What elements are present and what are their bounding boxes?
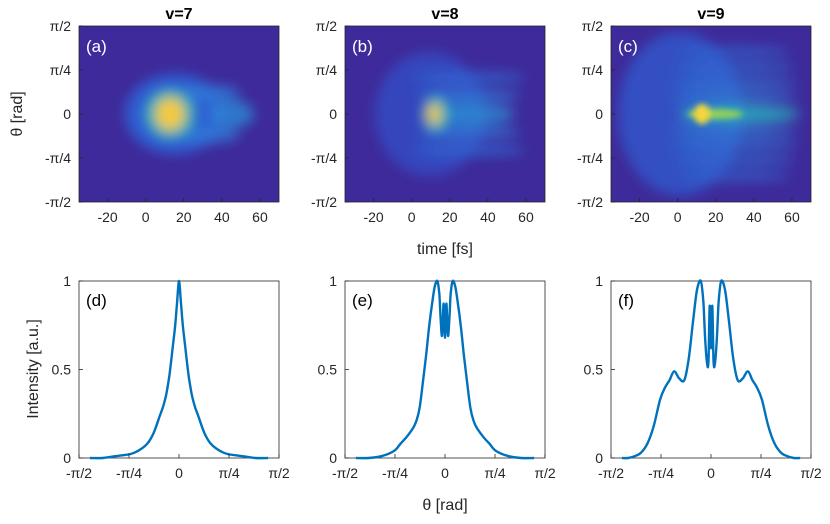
title-v9: v=9 [697, 6, 724, 23]
ytick-label: -π/4 [577, 150, 603, 166]
ytick-label: π/2 [50, 18, 72, 34]
ytick-label: π/2 [316, 18, 338, 34]
xtick-label: -20 [363, 209, 383, 225]
ytick-label: π/4 [582, 62, 604, 78]
xtick-label: -π/4 [116, 465, 142, 481]
ytick-label: π/4 [50, 62, 72, 78]
ytick-label: 0 [595, 450, 603, 466]
panel-label-e: (e) [352, 291, 373, 310]
ytick-label: 0 [329, 450, 337, 466]
ytick-label: 0.5 [52, 362, 72, 378]
ytick-label: 0 [63, 106, 71, 122]
line-e-series [355, 279, 535, 460]
xtick-label: 20 [176, 209, 192, 225]
ytick-label: -π/2 [45, 194, 71, 210]
xtick-label: 0 [707, 465, 715, 481]
xtick-label: 0 [674, 209, 682, 225]
ytick-label: -π/4 [311, 150, 337, 166]
xtick-label: -20 [97, 209, 117, 225]
xtick-label: 40 [746, 209, 762, 225]
line-d-frame [78, 280, 280, 459]
ytick-label: -π/4 [45, 150, 71, 166]
xtick-label: 40 [214, 209, 230, 225]
heatmap-a-image [79, 26, 279, 202]
xtick-label: 60 [518, 209, 534, 225]
xtick-label: π/4 [750, 465, 772, 481]
ytick-label: 0.5 [318, 362, 338, 378]
ytick-label: -π/2 [577, 194, 603, 210]
line-panel-f: (f) -π/2 -π/4 0 π/4 π/2 0 0.5 1 [584, 273, 822, 481]
x-axis-label-time: time [fs] [417, 241, 473, 258]
panel-label-b: (b) [352, 37, 373, 56]
xtick-label: 20 [708, 209, 724, 225]
ytick-label: 0 [329, 106, 337, 122]
xtick-label: 0 [175, 465, 183, 481]
xtick-label: π/2 [268, 465, 290, 481]
title-v8: v=8 [431, 6, 458, 23]
line-f-series [621, 279, 801, 460]
panel-label-a: (a) [86, 37, 107, 56]
heatmap-panel-a: (a) v=7 -20 0 20 40 60 π/2 π/4 0 -π/4 -π/2 [45, 6, 280, 225]
ytick-label: 1 [63, 273, 71, 289]
x-axis-label-theta: θ [rad] [422, 497, 467, 514]
xtick-label: 0 [408, 209, 416, 225]
xtick-label: 0 [441, 465, 449, 481]
y-axis-label-theta: θ [rad] [9, 91, 26, 136]
heatmap-panel-c: (c) v=9 -20 0 20 40 60 π/2 π/4 0 -π/4 -π/2 [577, 6, 812, 225]
ytick-label: 0 [595, 106, 603, 122]
ytick-label: 1 [329, 273, 337, 289]
xtick-label: -π/2 [332, 465, 358, 481]
ytick-label: 0 [63, 450, 71, 466]
line-panel-e: (e) -π/2 -π/4 0 π/4 π/2 0 0.5 1 [318, 273, 556, 481]
heatmap-b-image [345, 26, 545, 202]
line-d-series [89, 279, 269, 460]
ytick-label: π/4 [316, 62, 338, 78]
ytick-label: π/2 [582, 18, 604, 34]
panel-label-d: (d) [86, 291, 107, 310]
heatmap-c-image [611, 26, 811, 202]
ytick-label: 0.5 [584, 362, 604, 378]
xtick-label: 60 [784, 209, 800, 225]
xtick-label: 20 [442, 209, 458, 225]
xtick-label: π/4 [218, 465, 240, 481]
xtick-label: -π/4 [382, 465, 408, 481]
xtick-label: π/2 [800, 465, 822, 481]
xtick-label: 60 [252, 209, 268, 225]
xtick-label: 0 [142, 209, 150, 225]
xtick-label: -π/2 [66, 465, 92, 481]
heatmap-panel-b: (b) v=8 -20 0 20 40 60 π/2 π/4 0 -π/4 -π/2 [311, 6, 546, 225]
panel-label-c: (c) [618, 37, 638, 56]
xtick-label: -20 [629, 209, 649, 225]
panel-label-f: (f) [618, 291, 634, 310]
xtick-label: π/4 [484, 465, 506, 481]
ytick-label: -π/2 [311, 194, 337, 210]
title-v7: v=7 [165, 6, 192, 23]
xtick-label: -π/4 [648, 465, 674, 481]
xtick-label: -π/2 [598, 465, 624, 481]
xtick-label: 40 [480, 209, 496, 225]
y-axis-label-intensity: Intensity [a.u.] [25, 319, 42, 419]
xtick-label: π/2 [534, 465, 556, 481]
ytick-label: 1 [595, 273, 603, 289]
line-panel-d: (d) -π/2 -π/4 0 π/4 π/2 0 0.5 1 [52, 273, 290, 481]
